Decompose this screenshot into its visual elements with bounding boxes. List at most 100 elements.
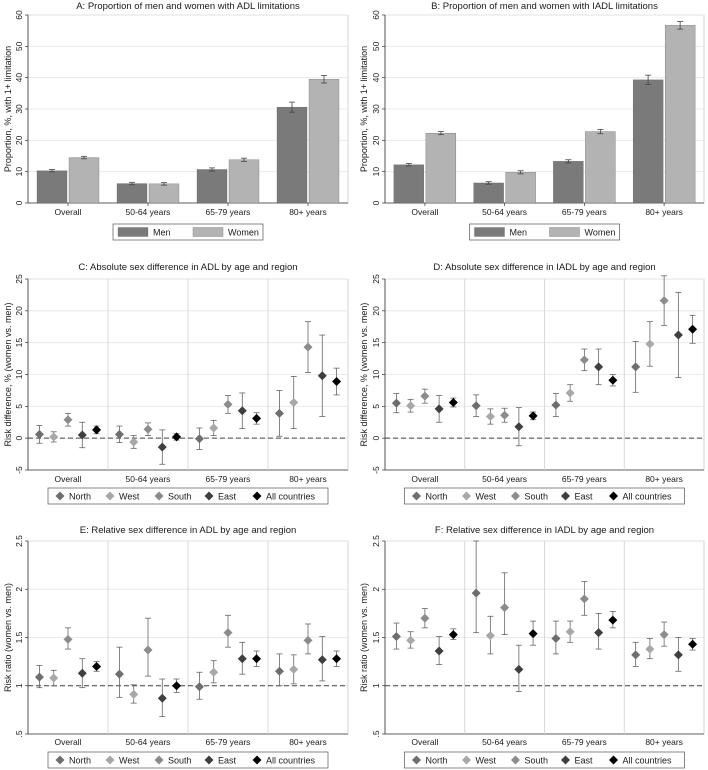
point-north xyxy=(471,588,481,598)
point-north xyxy=(631,362,641,372)
point-north xyxy=(551,633,561,643)
y-tick-label: 1 xyxy=(14,683,24,688)
point-west xyxy=(565,388,575,398)
point-east xyxy=(514,664,524,674)
point-west xyxy=(485,412,495,422)
legend-marker-east xyxy=(561,755,570,765)
legend: North West South East All countries xyxy=(47,487,329,505)
legend-label: All countries xyxy=(623,756,673,766)
legend-swatch-women xyxy=(549,227,580,237)
legend-marker-all xyxy=(252,755,262,765)
y-tick-label: 30 xyxy=(371,104,381,114)
point-all xyxy=(332,654,342,664)
point-west xyxy=(565,627,575,637)
legend-marker-south xyxy=(511,491,520,501)
legend-label: North xyxy=(69,756,91,766)
point-all xyxy=(608,615,618,625)
point-east xyxy=(237,406,247,416)
category-label: 50-64 years xyxy=(482,474,527,484)
y-axis-label: Risk ratio (women vs. men) xyxy=(359,583,369,692)
point-east xyxy=(157,693,167,703)
point-all xyxy=(448,630,458,640)
bar-men xyxy=(196,169,228,204)
bar-women xyxy=(308,79,340,204)
legend-label: South xyxy=(525,756,549,766)
point-west xyxy=(406,635,416,645)
category-label: Overall xyxy=(55,207,82,217)
legend-label: East xyxy=(218,492,237,502)
category-label: 80+ years xyxy=(289,737,327,747)
point-south xyxy=(500,410,510,420)
point-all xyxy=(172,432,182,442)
legend-marker-south xyxy=(154,491,164,501)
point-all xyxy=(92,425,102,435)
point-west xyxy=(49,432,59,442)
y-tick-label: 10 xyxy=(14,167,24,177)
point-north xyxy=(34,672,44,682)
point-all xyxy=(608,375,618,385)
legend-marker-north xyxy=(55,755,65,765)
y-tick-label: 2.5 xyxy=(371,535,381,547)
legend-marker-south xyxy=(511,755,520,765)
legend-label: All countries xyxy=(266,756,316,766)
panel-title: D: Absolute sex difference in IADL by ag… xyxy=(433,262,655,273)
y-tick-label: 20 xyxy=(14,135,24,145)
point-all xyxy=(688,639,698,649)
panel-c: C: Absolute sex difference in ADL by age… xyxy=(3,262,349,505)
point-north xyxy=(34,429,44,439)
y-tick-label: -5 xyxy=(14,466,24,474)
point-east xyxy=(317,655,327,665)
category-label: 80+ years xyxy=(289,474,327,484)
legend-label: West xyxy=(119,492,140,502)
legend-marker-east xyxy=(204,491,214,501)
y-axis-label: Proportion, %, with 1+ limitation xyxy=(3,46,13,172)
bar-women xyxy=(148,183,180,204)
point-north xyxy=(114,429,124,439)
bar-men xyxy=(393,164,425,204)
y-tick-label: 10 xyxy=(371,370,381,380)
category-label: 50-64 years xyxy=(126,207,171,217)
legend-label: South xyxy=(525,492,549,502)
panel-d: D: Absolute sex difference in IADL by ag… xyxy=(359,262,705,505)
point-all xyxy=(688,324,698,334)
point-north xyxy=(194,682,204,692)
legend-label: East xyxy=(575,756,594,766)
panel-title: E: Relative sex difference in ADL by age… xyxy=(80,525,297,536)
legend-marker-east xyxy=(561,491,570,501)
point-north xyxy=(391,398,401,408)
point-west xyxy=(406,401,416,411)
y-tick-label: 1 xyxy=(371,683,381,688)
y-tick-label: 60 xyxy=(371,10,381,20)
bar-men xyxy=(276,106,308,204)
point-east xyxy=(434,404,444,414)
point-east xyxy=(77,430,87,440)
point-south xyxy=(579,355,589,365)
category-label: 80+ years xyxy=(645,474,683,484)
bar-women xyxy=(585,131,616,204)
category-label: 50-64 years xyxy=(126,474,171,484)
point-south xyxy=(659,296,669,306)
category-label: Overall xyxy=(55,474,82,484)
legend-label: East xyxy=(218,756,237,766)
y-tick-label: 15 xyxy=(371,338,381,348)
point-east xyxy=(594,362,604,372)
legend-label: All countries xyxy=(266,492,316,502)
point-west xyxy=(645,339,655,349)
legend-marker-west xyxy=(105,755,115,765)
point-south xyxy=(223,399,233,409)
y-tick-label: 25 xyxy=(14,274,24,284)
legend: Men Women xyxy=(112,223,264,241)
point-east xyxy=(77,668,87,678)
panel-a: A: Proportion of men and women with ADL … xyxy=(3,1,349,241)
legend-label: Women xyxy=(585,228,616,238)
legend-label: South xyxy=(168,756,192,766)
y-axis-label: Proportion, %, with 1+ limitation xyxy=(359,46,369,172)
category-label: 80+ years xyxy=(645,737,683,747)
panel-title: F: Relative sex difference in IADL by ag… xyxy=(435,525,654,536)
legend: North West South East All countries xyxy=(404,487,685,505)
panel-title: A: Proportion of men and women with ADL … xyxy=(76,1,300,12)
legend-label: All countries xyxy=(623,492,673,502)
category-label: 65-79 years xyxy=(562,737,607,747)
bar-women xyxy=(505,172,536,204)
point-south xyxy=(420,391,430,401)
